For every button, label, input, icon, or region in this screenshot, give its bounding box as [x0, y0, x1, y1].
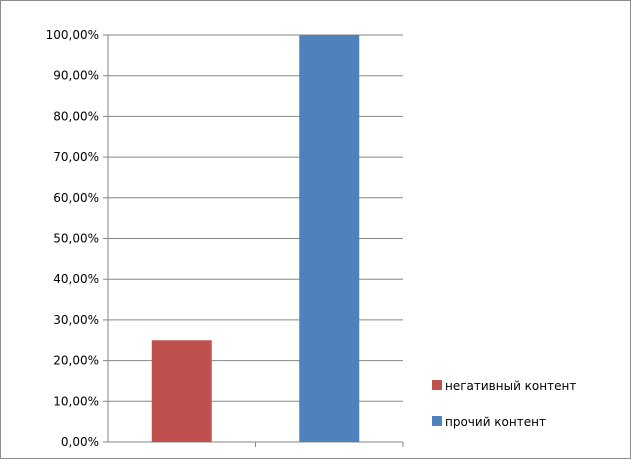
y-tick-label: 20,00%: [53, 354, 99, 368]
legend-label: прочий контент: [445, 415, 546, 429]
y-tick-label: 0,00%: [61, 435, 99, 449]
y-axis: 0,00% 10,00% 20,00% 30,00% 40,00% 50,00% 60,00…: [46, 28, 404, 449]
y-tick-label: 10,00%: [53, 394, 99, 408]
legend-swatch: [432, 416, 442, 426]
y-tick-label: 70,00%: [53, 150, 99, 164]
bars: [151, 35, 360, 442]
bar-other-content: [299, 35, 360, 442]
y-tick-label: 30,00%: [53, 313, 99, 327]
legend: негативный контент прочий контент: [432, 379, 576, 429]
legend-swatch: [432, 380, 442, 390]
legend-label: негативный контент: [445, 379, 576, 393]
y-tick-label: 90,00%: [53, 69, 99, 83]
y-tick-label: 40,00%: [53, 272, 99, 286]
y-tick-label: 50,00%: [53, 232, 99, 246]
y-tick-label: 100,00%: [46, 28, 99, 42]
y-tick-label: 80,00%: [53, 109, 99, 123]
bar-negative-content: [151, 340, 212, 442]
y-tick-label: 60,00%: [53, 191, 99, 205]
